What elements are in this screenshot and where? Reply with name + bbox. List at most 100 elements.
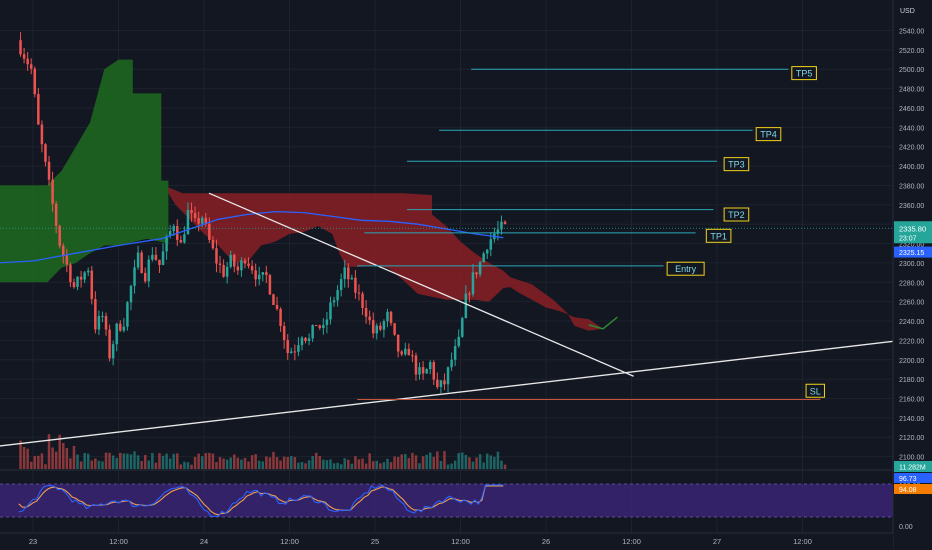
volume-text: 11.282M: [899, 465, 926, 472]
volume-bar: [236, 457, 240, 469]
candle-body: [26, 58, 29, 65]
volume-bar: [33, 456, 37, 469]
time-tick-label: 12:00: [451, 537, 470, 546]
descending-trendline: [208, 192, 634, 377]
volume-bar: [143, 455, 147, 469]
level-label-box-sl: [805, 383, 825, 398]
candle-body: [382, 321, 386, 330]
candle-body: [115, 323, 118, 345]
candle-body: [119, 323, 122, 331]
candle-body: [286, 340, 289, 354]
volume-bar: [115, 458, 118, 469]
candle-body: [72, 282, 76, 288]
level-label-tp2: TP2: [728, 210, 745, 220]
volume-bar: [129, 454, 133, 469]
volume-bar: [325, 460, 329, 469]
volume-bar: [40, 453, 44, 469]
candle-body: [104, 315, 108, 330]
stoch-k-tag: [894, 473, 932, 483]
candle-body: [336, 290, 339, 301]
volume-bar: [436, 451, 439, 469]
volume-bar: [286, 456, 289, 469]
volume-bar: [254, 454, 257, 469]
candle-body: [37, 93, 40, 125]
time-tick-label: 12:00: [793, 537, 812, 546]
volume-bar: [168, 458, 172, 469]
candle-body: [44, 144, 47, 162]
volume-bar: [197, 453, 200, 469]
candle-body: [375, 325, 379, 334]
volume-bar: [165, 453, 168, 469]
candle-body: [386, 311, 389, 322]
candle-body: [350, 277, 354, 280]
volume-bar: [51, 447, 54, 469]
price-axis-panel[interactable]: [893, 0, 932, 550]
volume-bar: [293, 457, 297, 469]
target-levels: TP5 TP4 TP3 TP2 TP1 Entry SL: [357, 66, 825, 400]
candle-body: [421, 367, 425, 374]
price-tick-label: 2120.00: [899, 435, 924, 442]
candle-body: [254, 270, 257, 280]
volume-bar: [339, 464, 343, 469]
volume-bar: [76, 454, 79, 469]
candle-body: [47, 161, 51, 180]
volume-bar: [69, 458, 72, 469]
candle-body: [393, 323, 396, 335]
candle-body: [475, 272, 478, 275]
volume-bar: [101, 461, 104, 469]
candle-body: [307, 338, 311, 341]
volume-bar: [172, 453, 175, 469]
candle-body: [101, 315, 104, 317]
candle-body: [172, 226, 175, 232]
time-axis-panel[interactable]: [0, 533, 893, 550]
volume-bar: [62, 442, 65, 469]
candle-body: [364, 308, 368, 317]
volume-bar: [136, 455, 140, 469]
candle-body: [304, 337, 307, 341]
candle-body: [265, 272, 268, 276]
candle-body: [22, 54, 26, 59]
level-label-tp1: TP1: [710, 231, 727, 241]
candle-body: [439, 380, 443, 388]
ichimoku-cloud: [0, 59, 618, 331]
candle-body: [471, 272, 475, 295]
candle-body: [33, 68, 37, 94]
volume-bar: [126, 453, 129, 469]
candle-body: [389, 311, 393, 324]
volume-bar: [425, 454, 428, 469]
volume-bar: [250, 455, 254, 469]
candle-body: [154, 254, 158, 260]
price-tick-label: 2260.00: [899, 300, 924, 307]
volume-bar: [215, 462, 218, 469]
candle-body: [414, 355, 418, 375]
candle-body: [190, 210, 193, 214]
volume-bar: [44, 464, 47, 469]
candle-body: [290, 351, 293, 354]
volume-bar: [161, 455, 165, 469]
candle-body: [272, 294, 275, 306]
candle-body: [293, 351, 297, 353]
candle-body: [379, 325, 382, 330]
price-tick-label: 2480.00: [899, 87, 924, 94]
candle-body: [343, 267, 346, 280]
candle-body: [122, 326, 126, 331]
candle-body: [83, 272, 86, 280]
candle-body: [136, 252, 140, 268]
volume-bar: [154, 462, 158, 469]
candle-body: [51, 179, 54, 204]
candle-body: [257, 274, 261, 280]
volume-bar: [26, 448, 29, 469]
candle-body: [503, 221, 507, 224]
candle-body: [275, 305, 279, 309]
price-tick-label: 2540.00: [899, 29, 924, 36]
volume-bar: [485, 453, 489, 469]
candle-body: [500, 221, 503, 230]
price-tick-label: 2500.00: [899, 67, 924, 74]
candle-body: [179, 239, 183, 243]
moving-average-line: [0, 210, 504, 264]
candle-body: [126, 302, 129, 327]
volume-bar: [140, 461, 143, 469]
candle-body: [94, 299, 97, 330]
